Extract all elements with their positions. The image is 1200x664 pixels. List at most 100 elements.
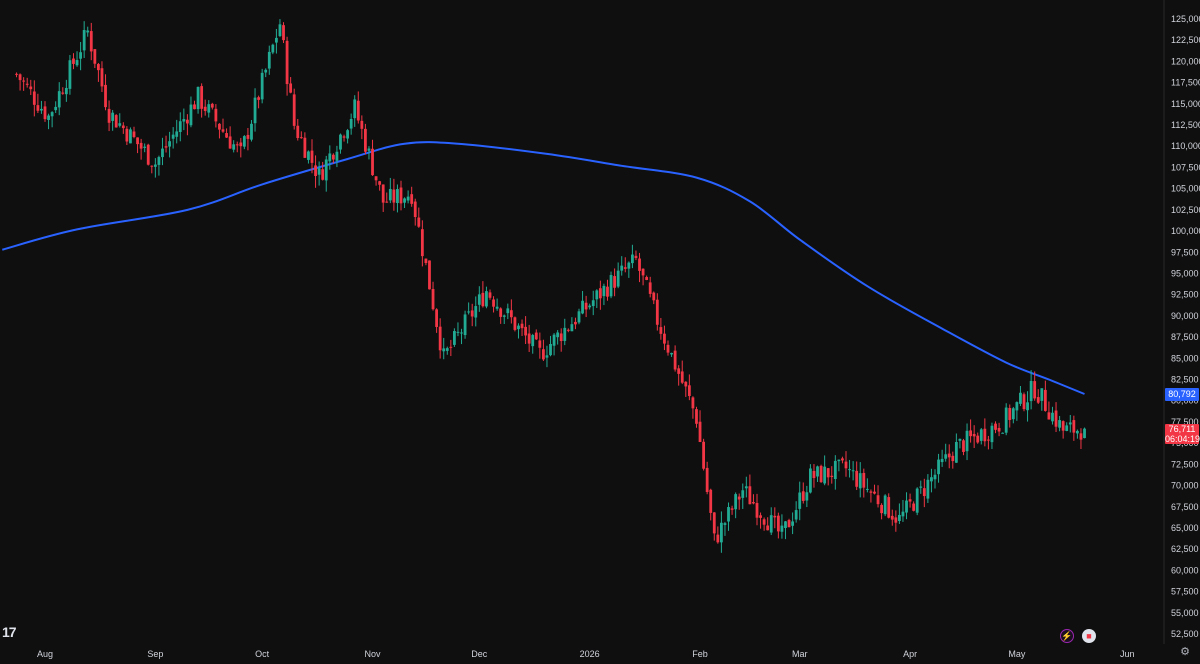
candle-body	[837, 459, 841, 462]
candle-body	[944, 454, 948, 459]
candle-body	[766, 525, 770, 531]
candle-body	[310, 150, 314, 163]
y-tick-label: 87,500	[1171, 332, 1199, 342]
candle-body	[18, 74, 22, 81]
candle-body	[86, 30, 90, 33]
candle-body	[844, 461, 848, 469]
last-price-label: 76,711	[1168, 423, 1196, 434]
candle-body	[22, 80, 26, 82]
x-tick-label: Feb	[692, 649, 708, 659]
candle-body	[841, 458, 844, 461]
candle-body	[563, 327, 567, 341]
candle-body	[915, 488, 919, 513]
candle-body	[271, 44, 275, 53]
candle-body	[367, 148, 371, 151]
candle-body	[360, 120, 364, 129]
candle-body	[965, 430, 969, 452]
candle-body	[328, 153, 332, 162]
candle-body	[762, 519, 766, 525]
candle-body	[1015, 402, 1019, 411]
candle-body	[460, 332, 463, 334]
candle-body	[741, 490, 745, 498]
candle-body	[93, 49, 97, 64]
candle-body	[424, 258, 428, 264]
candle-body	[431, 288, 435, 310]
gear-icon[interactable]: ⚙	[1180, 646, 1190, 658]
flash-icon[interactable]: ⚡	[1060, 629, 1074, 643]
candle-body	[218, 123, 221, 130]
candle-body	[826, 468, 830, 478]
candle-body	[267, 51, 271, 69]
x-tick-label: Oct	[255, 649, 270, 659]
candle-body	[698, 421, 702, 442]
candle-body	[232, 144, 236, 150]
candle-body	[776, 515, 780, 532]
y-tick-label: 125,000	[1171, 14, 1200, 24]
candle-body	[470, 310, 474, 317]
candle-body	[784, 521, 787, 528]
candle-body	[858, 473, 862, 489]
candle-body	[969, 430, 972, 437]
candle-body	[299, 137, 303, 139]
candle-body	[403, 198, 406, 203]
candle-body	[61, 92, 65, 94]
candle-body	[1004, 407, 1008, 433]
candle-body	[121, 125, 125, 129]
candle-body	[467, 311, 471, 313]
tradingview-logo[interactable]: 17	[2, 624, 17, 640]
candle-body	[887, 497, 891, 518]
candle-body	[552, 334, 556, 346]
candle-body	[972, 433, 976, 437]
candle-body	[862, 472, 866, 488]
candle-body	[908, 499, 912, 502]
candle-body	[652, 292, 656, 301]
candle-body	[524, 326, 527, 336]
x-tick-label: Nov	[365, 649, 382, 659]
candle-body	[620, 265, 624, 271]
candle-body	[1026, 402, 1029, 411]
candle-body	[356, 100, 360, 121]
candle-body	[378, 181, 382, 185]
candle-body	[730, 508, 734, 510]
candle-body	[463, 314, 467, 336]
candle-body	[189, 104, 193, 126]
candle-body	[823, 466, 827, 484]
y-tick-label: 120,000	[1171, 56, 1200, 66]
candle-body	[168, 141, 171, 147]
y-tick-label: 97,500	[1171, 247, 1199, 257]
candle-body	[937, 459, 940, 475]
candle-body	[997, 427, 1001, 432]
candle-body	[798, 492, 802, 509]
candle-body	[983, 428, 987, 442]
candle-body	[381, 184, 385, 203]
candle-body	[655, 299, 659, 325]
candle-body	[851, 470, 855, 472]
candle-body	[107, 108, 111, 123]
candle-body	[50, 112, 54, 117]
candle-body	[880, 504, 883, 514]
candle-body	[684, 381, 688, 387]
candle-body	[919, 486, 923, 488]
candle-body	[1008, 407, 1012, 420]
candle-body	[150, 165, 154, 167]
candle-body	[396, 189, 399, 204]
candle-body	[627, 262, 631, 269]
candle-body	[349, 118, 353, 129]
candle-body	[282, 25, 285, 41]
candle-body	[331, 154, 335, 160]
candle-body	[659, 327, 663, 334]
candle-body	[153, 164, 157, 167]
candle-body	[36, 105, 40, 111]
candle-body	[317, 168, 321, 175]
candle-body	[196, 86, 200, 110]
candle-body	[609, 275, 613, 297]
candle-body	[118, 123, 122, 126]
x-tick-label: Sep	[147, 649, 163, 659]
candle-body	[876, 495, 880, 505]
candle-body	[1068, 422, 1072, 425]
candle-body	[335, 151, 339, 161]
flag-icon[interactable]: ■	[1082, 629, 1096, 643]
candle-body	[1047, 412, 1051, 420]
